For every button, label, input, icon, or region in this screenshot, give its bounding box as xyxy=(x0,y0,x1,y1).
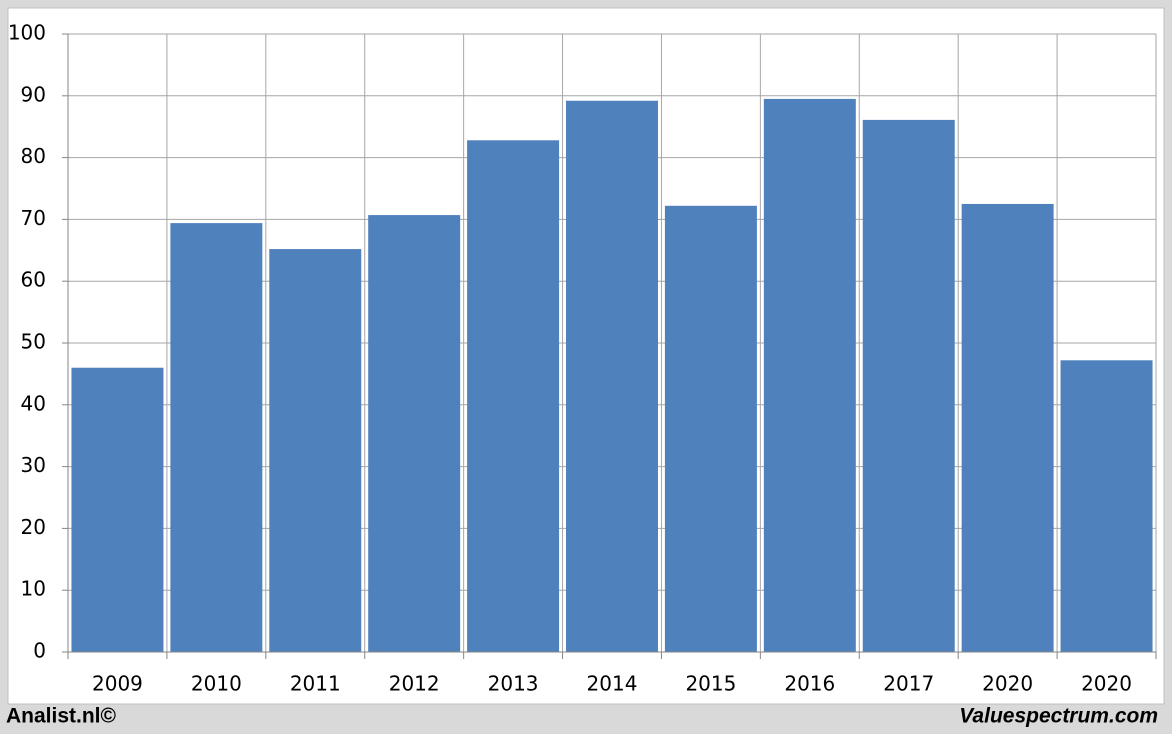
y-tick-label: 20 xyxy=(21,515,46,539)
bar xyxy=(170,223,263,652)
x-tick-label: 2016 xyxy=(784,672,835,696)
bar xyxy=(862,119,955,653)
bar xyxy=(368,215,461,652)
x-tick-label: 2010 xyxy=(191,672,242,696)
source-left: Analist.nl© xyxy=(6,705,117,728)
y-tick-label: 60 xyxy=(21,268,46,292)
x-tick-label: 2015 xyxy=(685,672,736,696)
bar xyxy=(664,205,757,652)
x-tick-label: 2020 xyxy=(982,672,1033,696)
x-tick-label: 2011 xyxy=(290,672,341,696)
source-right: Valuespectrum.com xyxy=(959,705,1158,728)
x-tick-label: 2014 xyxy=(587,672,638,696)
y-tick-label: 100 xyxy=(8,21,46,45)
y-tick-label: 0 xyxy=(33,639,46,663)
x-tick-label: 2017 xyxy=(883,672,934,696)
bar xyxy=(269,249,362,652)
bar xyxy=(1060,360,1153,652)
y-tick-label: 50 xyxy=(21,330,46,354)
y-tick-label: 10 xyxy=(21,577,46,601)
y-tick-label: 70 xyxy=(21,206,46,230)
y-tick-label: 40 xyxy=(21,391,46,415)
bar xyxy=(467,140,560,652)
y-tick-label: 90 xyxy=(21,82,46,106)
y-tick-label: 80 xyxy=(21,144,46,168)
bar xyxy=(961,203,1054,652)
x-tick-label: 2013 xyxy=(488,672,539,696)
bar xyxy=(71,367,164,652)
y-tick-label: 30 xyxy=(21,453,46,477)
bar xyxy=(763,98,856,652)
bar xyxy=(566,100,658,652)
x-tick-label: 2020 xyxy=(1081,672,1132,696)
x-tick-label: 2012 xyxy=(389,672,440,696)
x-tick-label: 2009 xyxy=(92,672,143,696)
